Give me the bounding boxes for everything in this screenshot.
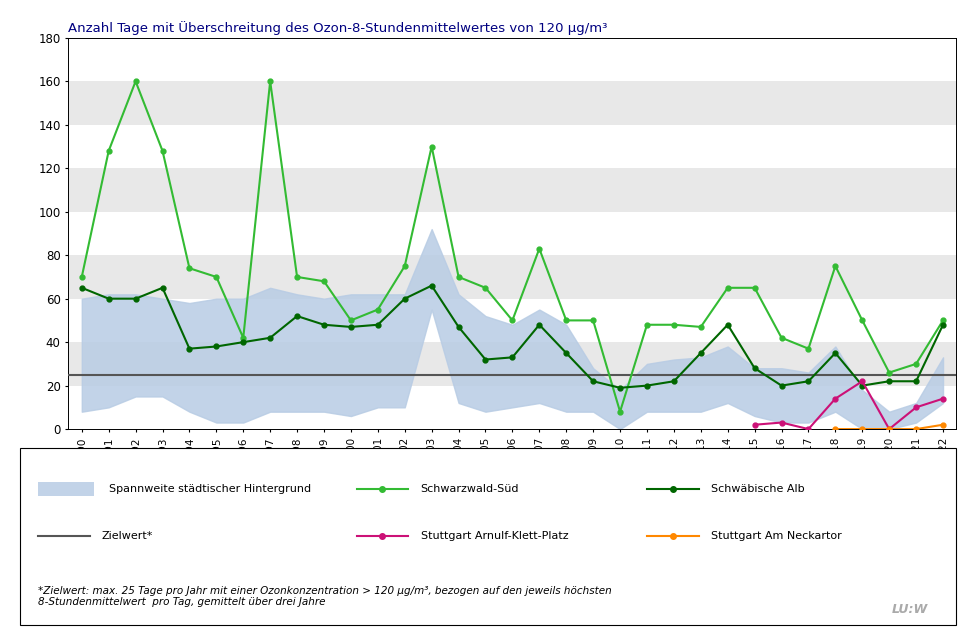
- Bar: [68, 298, 956, 342]
- FancyBboxPatch shape: [38, 481, 95, 496]
- Text: Schwäbische Alb: Schwäbische Alb: [711, 483, 804, 493]
- Text: Zielwert*: Zielwert*: [102, 531, 153, 541]
- Text: Stuttgart Am Neckartor: Stuttgart Am Neckartor: [711, 531, 841, 541]
- Bar: [68, 38, 956, 81]
- Text: LU:W: LU:W: [892, 603, 928, 616]
- Text: Anzahl Tage mit Überschreitung des Ozon-8-Stundenmittelwertes von 120 µg/m³: Anzahl Tage mit Überschreitung des Ozon-…: [68, 21, 608, 35]
- Bar: [68, 81, 956, 125]
- Bar: [68, 342, 956, 386]
- Bar: [68, 255, 956, 298]
- Text: Spannweite städtischer Hintergrund: Spannweite städtischer Hintergrund: [108, 483, 310, 493]
- Text: Schwarzwald-Süd: Schwarzwald-Süd: [421, 483, 519, 493]
- Bar: [68, 168, 956, 212]
- Text: Stuttgart Arnulf-Klett-Platz: Stuttgart Arnulf-Klett-Platz: [421, 531, 568, 541]
- Bar: [68, 386, 956, 429]
- FancyBboxPatch shape: [20, 448, 956, 625]
- Bar: [68, 125, 956, 168]
- Text: *Zielwert: max. 25 Tage pro Jahr mit einer Ozonkonzentration > 120 µg/m³, bezoge: *Zielwert: max. 25 Tage pro Jahr mit ein…: [38, 586, 612, 608]
- Bar: [68, 212, 956, 255]
